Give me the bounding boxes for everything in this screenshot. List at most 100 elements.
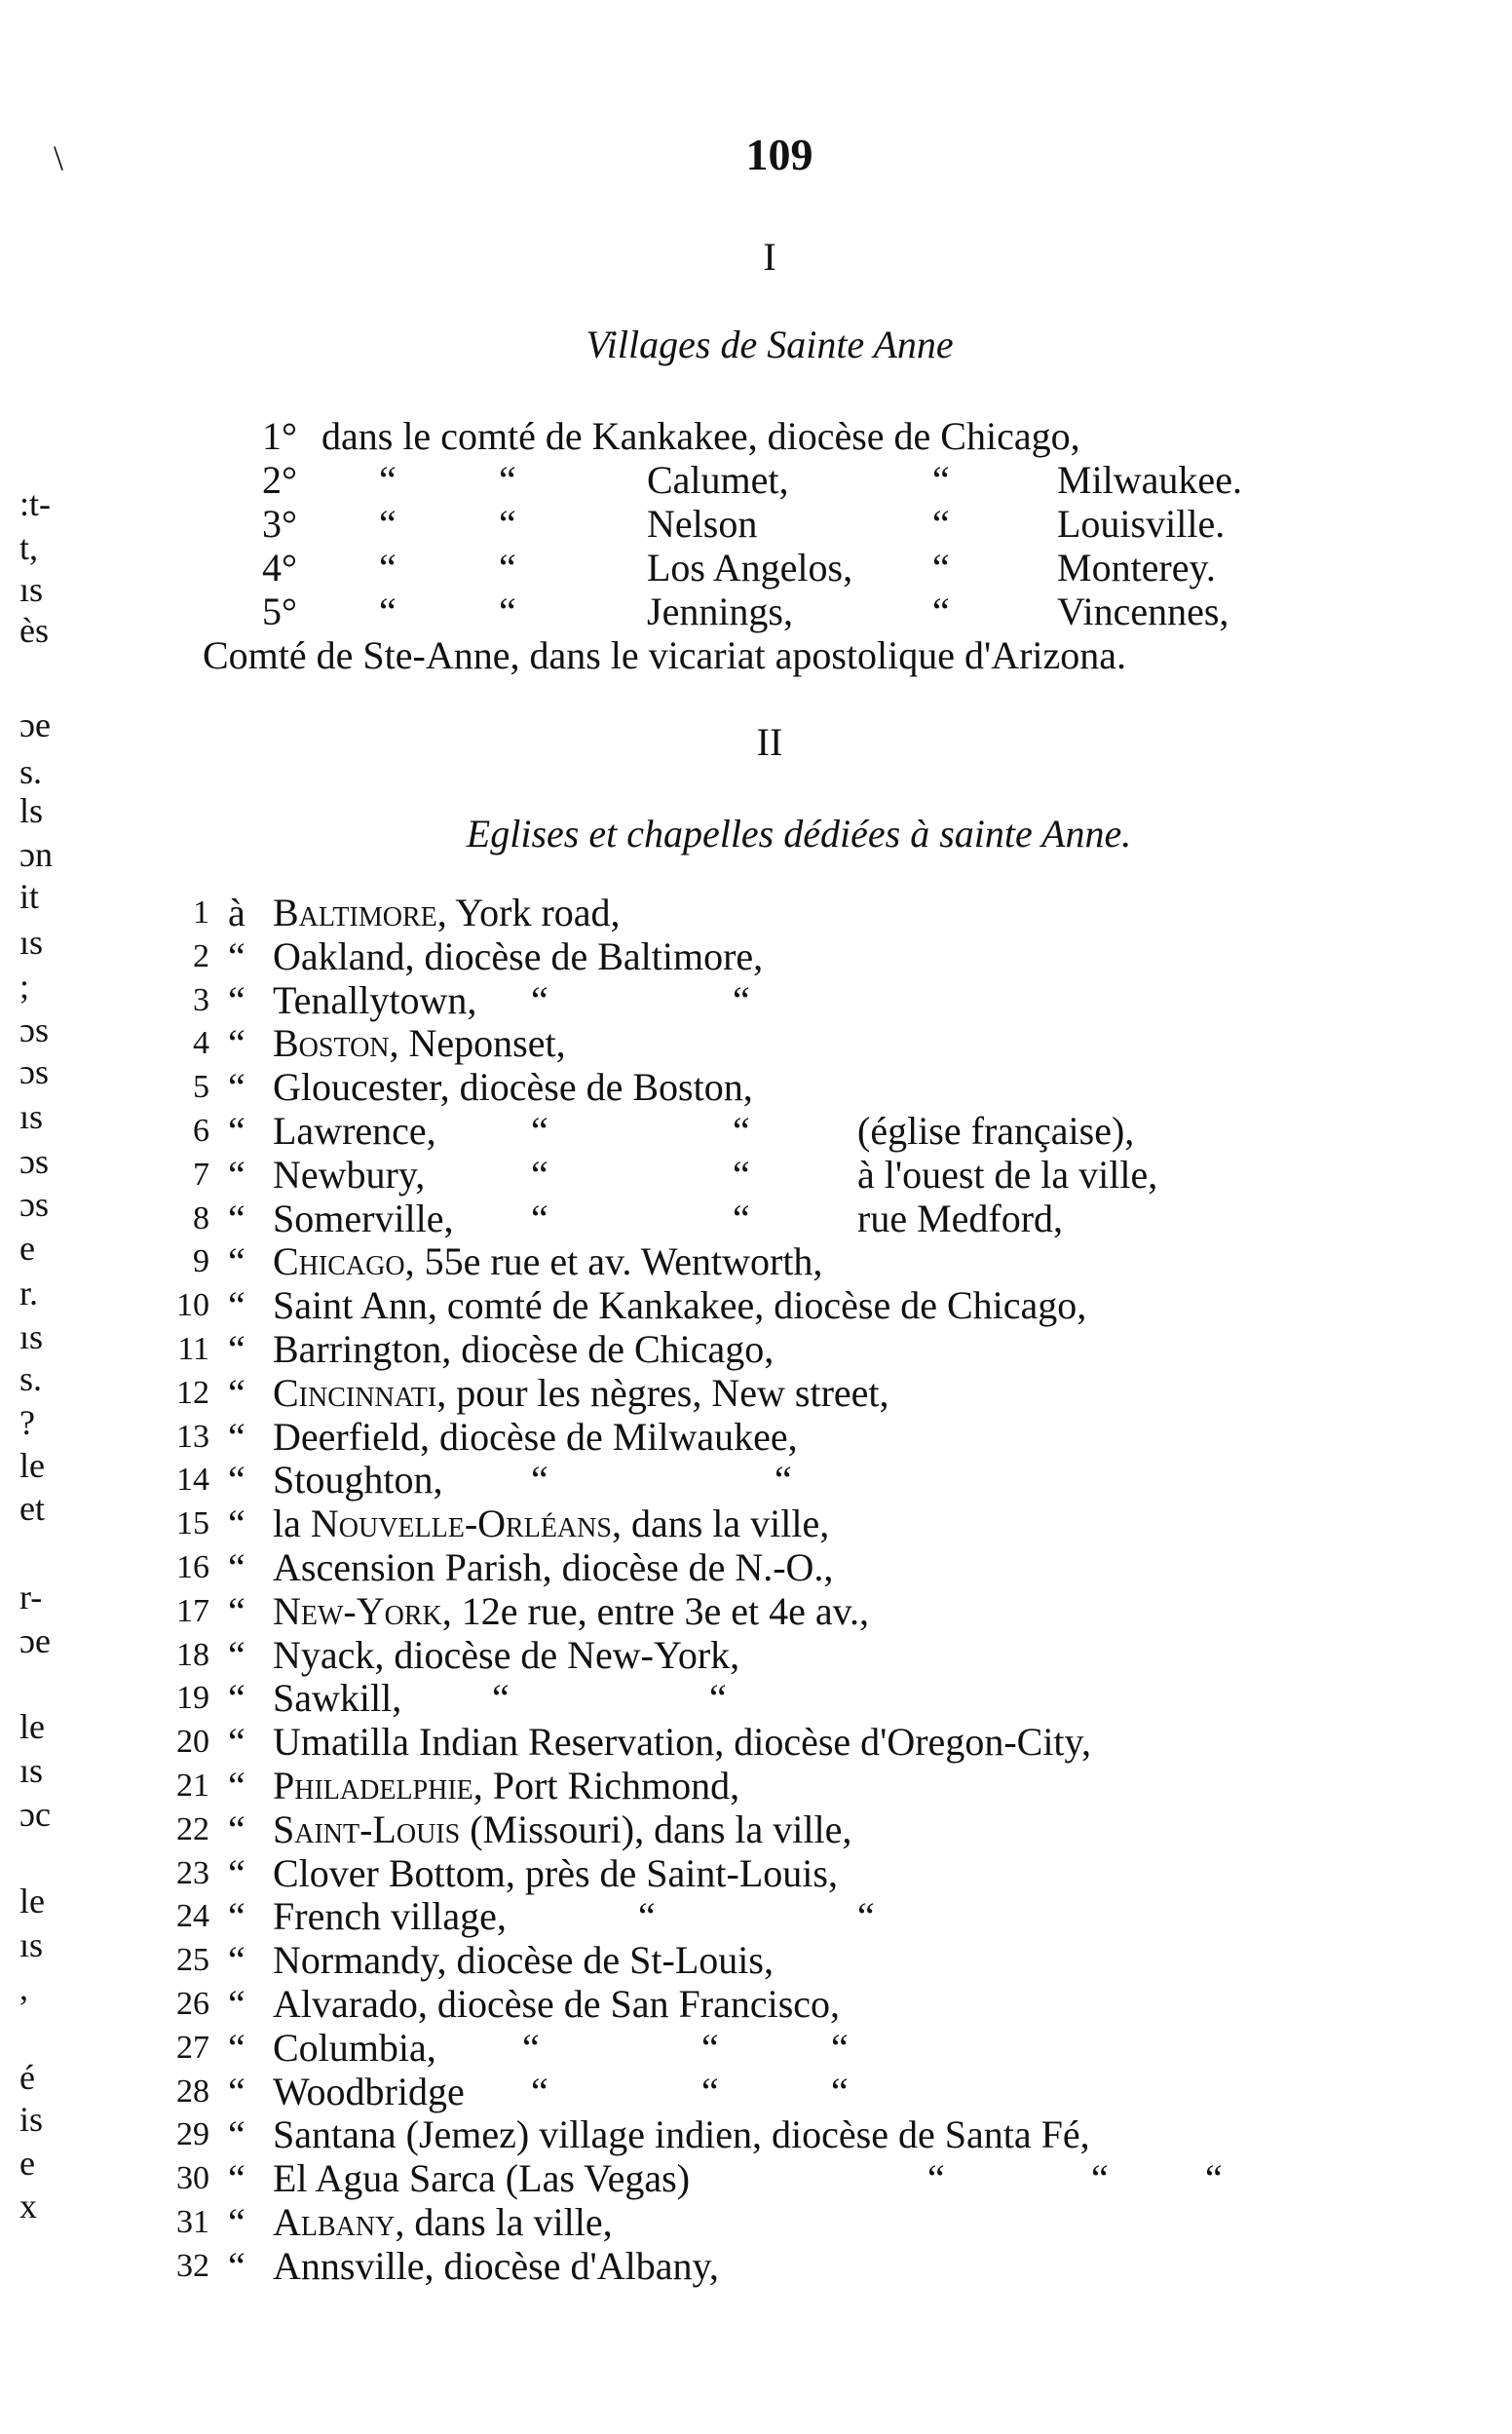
item-text: Santana (Jemez) village indien, diocèse … [273,2112,1090,2156]
village-text: Jennings, [647,589,793,633]
item-note: à l'ouest de la ville, [857,1152,1158,1197]
item-text: Oakland, diocèse de Baltimore, [273,934,763,978]
item-description: Nyack, diocèse de New-York, [273,1632,740,1677]
item-number: 28 [176,2073,209,2110]
item-description: , York road, [436,891,621,934]
ditto-lead: “ [228,1720,246,1765]
ditto-mark: “ [379,589,397,633]
ditto-lead: “ [228,977,246,1022]
ditto-lead: “ [228,2200,246,2244]
facing-page-fragment: e [19,1229,35,1268]
ditto-mark: “ [831,2069,849,2113]
facing-page-fragment: is [19,2100,44,2139]
ditto-lead: “ [228,1109,246,1153]
facing-page-fragment: ıs [19,1097,44,1136]
ditto-mark: “ [733,977,750,1022]
ditto-mark: “ [1091,2156,1109,2201]
facing-page-fragment: ? [19,1403,35,1442]
item-number: 18 [176,1636,209,1673]
city-name: Saint-Louis [273,1806,461,1851]
item-prefix: la [273,1502,311,1546]
item-description: Santana (Jemez) village indien, diocèse … [273,2112,1090,2157]
ditto-mark: “ [1205,2156,1223,2201]
facing-page-fragment: ɔe [19,705,51,744]
ditto-mark: “ [531,977,548,1022]
item-text: Deerfield, diocèse de Milwaukee, [273,1415,798,1459]
facing-page-fragment: ɔc [19,1795,51,1834]
facing-page-fragment: ɔn [19,835,53,874]
ditto-mark: “ [492,1676,510,1721]
item-description: Newbury, [273,1152,426,1197]
item-number: 15 [176,1505,209,1542]
item-description: Lawrence, [273,1109,436,1153]
item-text: New-York, 12e rue, entre 3e et 4e av., [273,1589,869,1633]
item-number: 2 [193,937,209,974]
section-1-numeral: I [763,235,776,279]
item-text: Baltimore, York road, [273,891,621,934]
ditto-lead: “ [228,2156,246,2201]
ditto-mark: “ [775,1458,792,1502]
ditto-lead: “ [228,1283,246,1328]
item-number: 14 [176,1462,209,1499]
village-text: Vincennes, [1057,589,1229,633]
ditto-mark: “ [733,1196,750,1240]
ditto-mark: “ [531,1196,548,1240]
facing-page-fragment: ıs [19,1317,44,1356]
ditto-lead: à [228,891,246,934]
ditto-lead: “ [228,1545,246,1589]
item-description: Oakland, diocèse de Baltimore, [273,933,764,978]
ditto-lead: “ [228,1152,246,1197]
village-text: Milwaukee. [1057,458,1242,502]
item-description: Stoughton, [273,1458,443,1502]
ditto-lead: “ [228,1414,246,1459]
item-description: , 55e rue et av. Wentworth, [404,1239,823,1284]
facing-page-fragment: ɔs [19,1052,49,1091]
ditto-mark: “ [733,1152,750,1197]
item-text: Gloucester, diocèse de Boston, [273,1065,753,1109]
ditto-lead: “ [228,2069,246,2113]
item-text: Saint-Louis (Missouri), dans la ville, [273,1807,851,1851]
ditto-mark: “ [709,1676,727,1721]
item-number: 16 [176,1549,209,1585]
ditto-lead: “ [228,933,246,978]
item-number: 25 [176,1942,209,1979]
item-number: 11 [177,1331,209,1367]
item-text: Umatilla Indian Reservation, diocèse d'O… [273,1720,1091,1764]
item-text: Cincinnati, pour les nègres, New street, [273,1371,889,1415]
item-text: Chicago, 55e rue et av. Wentworth, [273,1239,822,1283]
item-text: la Nouvelle-Orléans, dans la ville, [273,1502,829,1545]
facing-page-fragment: ; [19,967,30,1006]
facing-page-fragment: et [19,1489,45,1528]
ditto-mark: “ [932,589,950,633]
item-description: , pour les nègres, New street, [436,1370,889,1415]
ditto-mark: “ [932,546,950,589]
item-number: 6 [193,1113,209,1149]
city-name: Baltimore [273,891,437,934]
item-description: Columbia, [273,2025,436,2070]
facing-page-fragment: le [19,1882,45,1921]
item-text: Philadelphie, Port Richmond, [273,1764,739,1807]
facing-page-fragment: ɔs [19,1142,49,1181]
item-number: 8 [193,1199,209,1236]
facing-page-fragment: s. [19,752,43,791]
item-number: 4 [193,1025,209,1062]
ditto-lead: “ [228,1676,246,1721]
item-number: 17 [176,1592,209,1629]
ditto-mark: “ [379,458,397,502]
village-text: dans le comté de Kankakee, diocèse de Ch… [321,414,1080,458]
village-text: Calumet, [647,458,789,502]
section-1-title: Villages de Sainte Anne [586,323,954,366]
ditto-lead: “ [228,1938,246,1983]
item-description: , Neponset, [389,1021,566,1066]
ditto-lead: “ [228,1239,246,1284]
facing-page-fragment: x [19,2187,37,2225]
ditto-lead: “ [228,1458,246,1502]
ditto-lead: “ [228,1327,246,1371]
city-name: Nouvelle-Orléans [310,1502,612,1546]
ditto-mark: “ [638,1894,656,1939]
ditto-lead: “ [228,2025,246,2070]
item-number: 29 [176,2116,209,2153]
facing-page-fragment: r. [19,1274,39,1312]
page-number: 109 [745,130,813,179]
village-number: 5° [262,589,297,633]
